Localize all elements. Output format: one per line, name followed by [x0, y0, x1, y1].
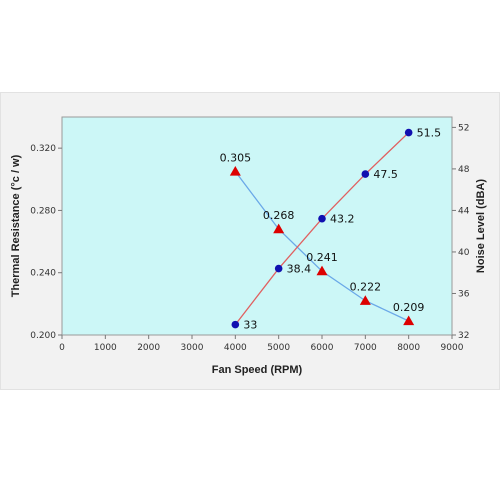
thermal-resistance-data-label: 0.222: [350, 281, 382, 294]
thermal-resistance-point: [316, 265, 328, 276]
noise-level-point: [404, 128, 413, 137]
thermal-resistance-point: [403, 315, 415, 326]
y-right-tick-label: 52: [458, 123, 469, 133]
y-axis-left-label: Thermal Resistance (°c / w): [10, 154, 22, 297]
x-tick-label: 4000: [224, 343, 247, 353]
x-tick-label: 2000: [137, 343, 160, 353]
x-tick-label: 7000: [354, 343, 377, 353]
thermal-resistance-data-label: 0.268: [263, 209, 295, 222]
y-right-tick-label: 32: [458, 331, 469, 341]
noise-level-data-label: 43.2: [330, 213, 355, 226]
y-axis-right-label: Noise Level (dBA): [475, 179, 487, 273]
noise-level-data-label: 38.4: [287, 263, 312, 276]
x-tick-label: 3000: [181, 343, 204, 353]
noise-level-data-label: 33: [243, 319, 257, 332]
noise-level-data-label: 51.5: [417, 127, 442, 140]
thermal-resistance-data-label: 0.241: [306, 251, 338, 264]
x-tick-label: 5000: [267, 343, 290, 353]
x-tick-label: 6000: [311, 343, 334, 353]
noise-level-point: [231, 320, 240, 329]
x-tick-label: 9000: [441, 343, 464, 353]
x-axis-label: Fan Speed (RPM): [212, 364, 303, 376]
thermal-resistance-data-label: 0.305: [220, 152, 252, 165]
y-left-tick-label: 0.280: [30, 206, 56, 216]
y-right-tick-label: 40: [458, 248, 470, 258]
y-left-tick-label: 0.200: [30, 331, 56, 341]
y-right-tick-label: 48: [458, 165, 470, 175]
thermal-resistance-point: [229, 166, 241, 176]
x-tick-label: 1000: [94, 343, 117, 353]
noise-level-point: [318, 214, 326, 223]
y-left-tick-label: 0.320: [30, 144, 56, 154]
noise-level-point: [361, 170, 370, 178]
noise-level-point: [274, 264, 283, 273]
noise-level-data-label: 47.5: [373, 168, 398, 181]
x-tick-label: 8000: [397, 343, 420, 353]
thermal-resistance-data-label: 0.209: [393, 301, 425, 314]
y-right-tick-label: 36: [458, 289, 470, 299]
thermal-resistance-point: [359, 295, 371, 305]
x-tick-label: 0: [59, 343, 65, 353]
thermal-resistance-point: [273, 223, 285, 234]
y-right-tick-label: 44: [458, 206, 470, 216]
y-left-tick-label: 0.240: [30, 269, 56, 279]
